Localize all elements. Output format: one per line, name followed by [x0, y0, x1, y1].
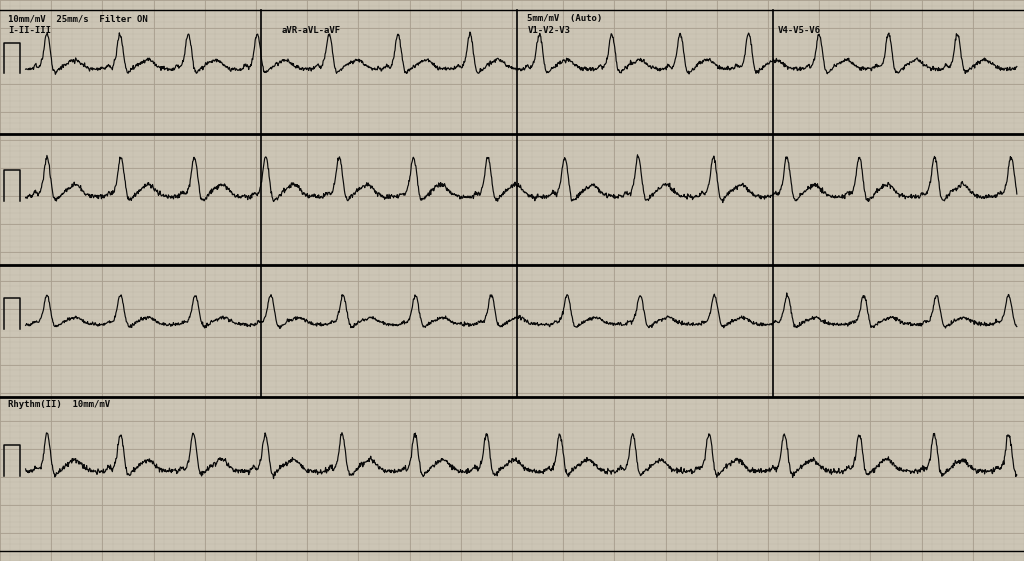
Text: 5mm/mV  (Auto): 5mm/mV (Auto): [527, 14, 602, 23]
Text: 10mm/mV  25mm/s  Filter ON: 10mm/mV 25mm/s Filter ON: [8, 14, 147, 23]
Text: aVR-aVL-aVF: aVR-aVL-aVF: [282, 26, 341, 35]
Text: V1-V2-V3: V1-V2-V3: [527, 26, 570, 35]
Text: V4-V5-V6: V4-V5-V6: [778, 26, 821, 35]
Text: Rhythm(II)  10mm/mV: Rhythm(II) 10mm/mV: [8, 400, 111, 409]
Text: I-II-III: I-II-III: [8, 26, 51, 35]
